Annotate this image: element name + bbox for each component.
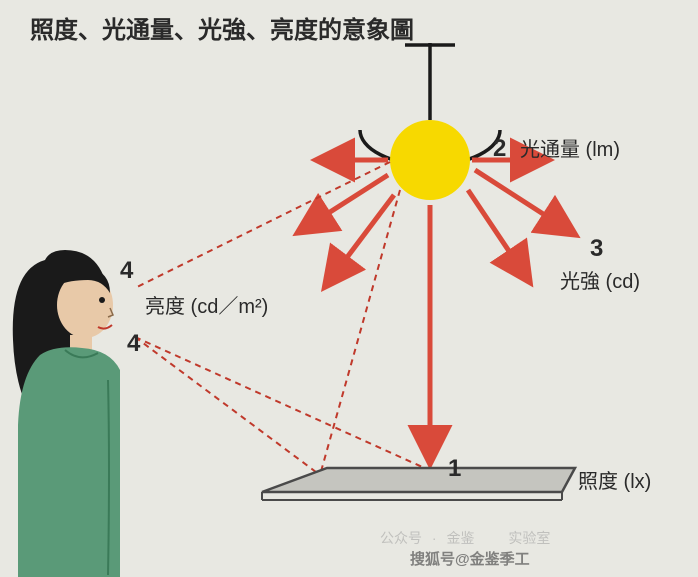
marker-3: 3 bbox=[590, 235, 603, 263]
watermark-text: 实验室 bbox=[508, 530, 550, 546]
watermark-text: 公众号 bbox=[380, 530, 422, 546]
flux-arrows bbox=[305, 160, 568, 455]
watermark-text: 金鉴 bbox=[446, 530, 474, 546]
label-luminous-intensity: 光強 (cd) bbox=[560, 265, 640, 294]
marker-4-top: 4 bbox=[120, 257, 133, 285]
label-luminous-flux: 光通量 (lm) bbox=[520, 133, 620, 162]
label-illuminance: 照度 (lx) bbox=[578, 465, 651, 494]
illuminated-surface bbox=[262, 468, 575, 492]
watermark-sohu: 搜狐号@金鉴季工 bbox=[410, 548, 530, 569]
marker-1: 1 bbox=[448, 455, 461, 483]
label-luminance: 亮度 (cd／m²) bbox=[145, 290, 268, 319]
marker-4-bottom: 4 bbox=[127, 330, 140, 358]
observer-person bbox=[13, 250, 120, 577]
marker-2: 2 bbox=[493, 135, 506, 163]
watermark-wechat: 公众号 · 金鉴 实验室 bbox=[380, 528, 550, 548]
light-source bbox=[390, 120, 470, 200]
